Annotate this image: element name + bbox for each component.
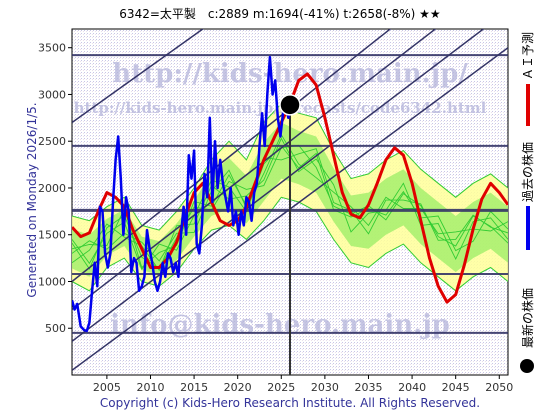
copyright: Copyright (c) Kids-Hero Research Institu… (100, 396, 480, 410)
legend-past-label: 過去の株価 (520, 142, 535, 202)
x-tick-label: 2045 (442, 381, 470, 394)
y-tick-label: 500 (45, 322, 66, 335)
trend-line (72, 29, 205, 124)
x-tick-label: 2035 (354, 381, 382, 394)
watermark-layer: http://kids-hero.main.jp/ http://kids-he… (74, 59, 487, 340)
x-tick-label: 2010 (136, 381, 164, 394)
legend-latest-label: 最新の株価 (520, 288, 535, 348)
x-tick-label: 2020 (224, 381, 252, 394)
level-line-layer (72, 54, 508, 375)
generated-date: Generated on Monday 2026/1/5. (25, 102, 39, 297)
legend-forecast-label: ＡＩ予測 (521, 32, 535, 80)
x-axis: 2005 2010 2015 2020 2025 2030 2035 2040 2045 2050 (93, 375, 513, 394)
y-tick-label: 2000 (38, 182, 66, 195)
x-tick-label: 2025 (267, 381, 295, 394)
chart-title: 6342=太平製 c:2889 m:1694(-41%) t:2658(-8%)… (119, 6, 440, 21)
y-tick-label: 3000 (38, 88, 66, 101)
past-price-line (72, 55, 292, 333)
x-tick-label: 2015 (180, 381, 208, 394)
y-tick-label: 3500 (38, 42, 66, 55)
legend: ＡＩ予測 過去の株価 最新の株価 (520, 32, 535, 373)
current-price-marker (279, 94, 301, 116)
current-marker-layer (279, 94, 301, 116)
x-tick-label: 2005 (93, 381, 121, 394)
x-tick-label: 2040 (398, 381, 426, 394)
watermark-email: info@kids-hero.main.jp (110, 310, 450, 340)
y-axis: 500 1000 1500 2000 2500 3000 3500 (38, 42, 72, 335)
x-tick-label: 2050 (485, 381, 513, 394)
y-tick-label: 1000 (38, 275, 66, 288)
legend-latest-swatch (520, 359, 534, 373)
y-tick-label: 2500 (38, 135, 66, 148)
watermark-url: http://kids-hero.main.jp/ (112, 59, 468, 89)
x-tick-label: 2030 (311, 381, 339, 394)
y-tick-label: 1500 (38, 229, 66, 242)
